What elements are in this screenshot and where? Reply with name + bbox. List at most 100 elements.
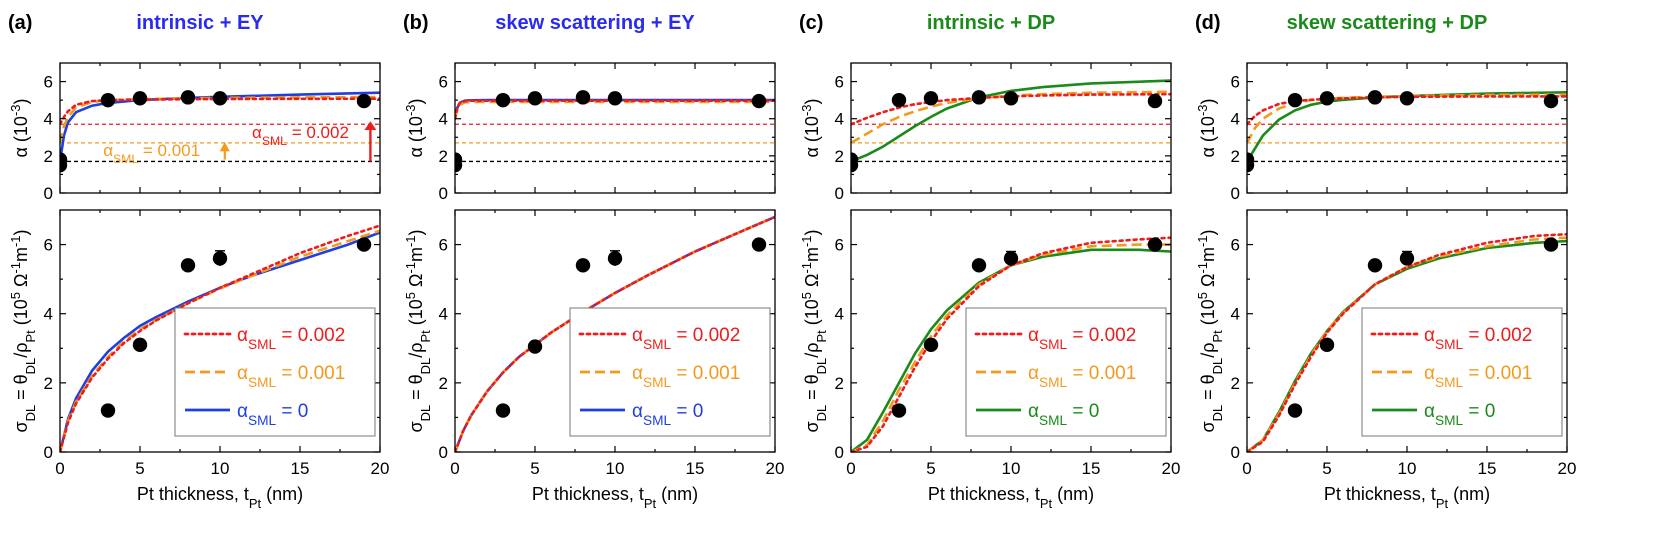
data-point [1399, 251, 1415, 266]
arrow-head-0001 [219, 141, 230, 152]
legend-label: αSML = 0.001 [1424, 363, 1532, 390]
y-tick-label: 0 [439, 184, 448, 203]
y-tick-label: 6 [1231, 73, 1240, 92]
data-point [971, 258, 987, 273]
y-tick-label: 6 [835, 236, 844, 255]
x-tick-label: 10 [1002, 459, 1021, 478]
data-point [1543, 237, 1559, 252]
data-point [132, 337, 148, 353]
y-tick-label: 2 [44, 374, 53, 393]
data-point [1287, 92, 1303, 108]
panel-title: skew scattering + EY [495, 12, 695, 34]
data-point [923, 91, 939, 106]
panel-title: intrinsic + DP [927, 12, 1055, 34]
y-tick-label: 6 [1231, 236, 1240, 255]
plot-a-top: 0 2 4 6 α (10-3) αSML = 0.002 αSML = 0.001 [8, 62, 381, 203]
x-tick-label: 15 [291, 459, 310, 478]
plot-b-top: 0 2 4 6 α (10-3) [403, 62, 776, 203]
y-tick-label: 0 [44, 184, 53, 203]
x-tick-label: 15 [686, 459, 705, 478]
y-tick-label: 4 [439, 305, 448, 324]
data-point [1287, 403, 1303, 418]
data-point [1003, 91, 1019, 106]
legend-label: αSML = 0.002 [632, 325, 740, 352]
data-point [607, 91, 623, 106]
x-tick-label: 15 [1082, 459, 1101, 478]
plot-frame [454, 62, 776, 194]
x-axis-label: Pt thickness, tPt (nm) [532, 484, 698, 511]
data-point [751, 93, 767, 109]
legend-label: αSML = 0 [1028, 401, 1099, 428]
series-line-asml-0002 [851, 236, 1171, 452]
x-tick-label: 10 [1398, 459, 1417, 478]
x-tick-label: 20 [1558, 459, 1577, 478]
data-point [751, 237, 767, 252]
x-tick-label: 20 [1162, 459, 1181, 478]
x-tick-label: 5 [530, 459, 539, 478]
plot-c-top: 0 2 4 6 α (10-3) [799, 62, 1172, 203]
y-tick-label: 2 [44, 147, 53, 166]
y-tick-label: 4 [835, 110, 844, 129]
y-axis-label: σDL = θDL/ρPt (105 Ω-1m-1) [8, 229, 38, 432]
y-tick-label: 2 [835, 374, 844, 393]
data-point [100, 92, 116, 108]
legend-label: αSML = 0.001 [1028, 363, 1136, 390]
series-line-asml-0 [851, 79, 1171, 163]
x-tick-label: 5 [135, 459, 144, 478]
series-line-asml-0002 [1247, 232, 1567, 452]
data-point [1319, 91, 1335, 106]
panels-root: (a) intrinsic + EY 0 2 4 6 α (10-3) αSML = 0.00… [8, 12, 1577, 511]
y-tick-label: 2 [439, 147, 448, 166]
y-tick-label: 6 [44, 236, 53, 255]
data-point [1543, 93, 1559, 109]
data-point [1147, 93, 1163, 109]
y-tick-label: 4 [1231, 305, 1240, 324]
x-tick-label: 20 [766, 459, 785, 478]
legend-label: αSML = 0.002 [1424, 325, 1532, 352]
data-point [212, 91, 228, 106]
x-tick-label: 0 [1242, 459, 1251, 478]
series-line-asml-0002 [851, 92, 1171, 126]
plot-frame [1246, 62, 1568, 194]
y-tick-label: 0 [1231, 443, 1240, 462]
x-tick-label: 20 [371, 459, 390, 478]
data-point [923, 337, 939, 353]
y-tick-label: 6 [835, 73, 844, 92]
legend-label: αSML = 0.002 [1028, 325, 1136, 352]
annotation-0002: αSML = 0.002 [252, 123, 349, 148]
y-axis-label: α (10-3) [8, 99, 32, 158]
y-tick-label: 2 [1231, 147, 1240, 166]
data-point [575, 258, 591, 273]
x-tick-label: 10 [211, 459, 230, 478]
data-point [891, 403, 907, 418]
legend-label: αSML = 0.001 [237, 363, 345, 390]
legend-label: αSML = 0.002 [237, 325, 345, 352]
legend-label: αSML = 0 [632, 401, 703, 428]
x-axis-label: Pt thickness, tPt (nm) [137, 484, 303, 511]
y-tick-label: 4 [439, 110, 448, 129]
y-tick-label: 0 [439, 443, 448, 462]
data-point [100, 403, 116, 418]
series-line-asml-0 [60, 231, 380, 452]
x-tick-label: 15 [1478, 459, 1497, 478]
data-point [891, 92, 907, 108]
data-point [356, 93, 372, 109]
y-tick-label: 0 [835, 443, 844, 462]
data-point [607, 251, 623, 266]
y-tick-label: 0 [835, 184, 844, 203]
data-point [1399, 91, 1415, 106]
series-line-asml-0002 [455, 99, 775, 120]
data-point [1147, 237, 1163, 252]
data-point [180, 258, 196, 273]
series-line-asml-0002 [60, 224, 380, 452]
plot-b-bottom: 0 2 4 6 0 5 10 15 20 Pt thickness, tPt (nm) σDL = … [403, 209, 785, 511]
data-point [575, 90, 591, 105]
y-tick-label: 4 [44, 110, 53, 129]
plot-d-bottom: 0 2 4 6 0 5 10 15 20 Pt thickness, tPt (nm) σDL = … [1195, 209, 1577, 511]
x-axis-label: Pt thickness, tPt (nm) [1324, 484, 1490, 511]
x-tick-label: 10 [606, 459, 625, 478]
legend-label: αSML = 0 [1424, 401, 1495, 428]
data-point [971, 90, 987, 105]
panel-title: skew scattering + DP [1287, 12, 1488, 34]
y-axis-label: α (10-3) [403, 99, 427, 158]
